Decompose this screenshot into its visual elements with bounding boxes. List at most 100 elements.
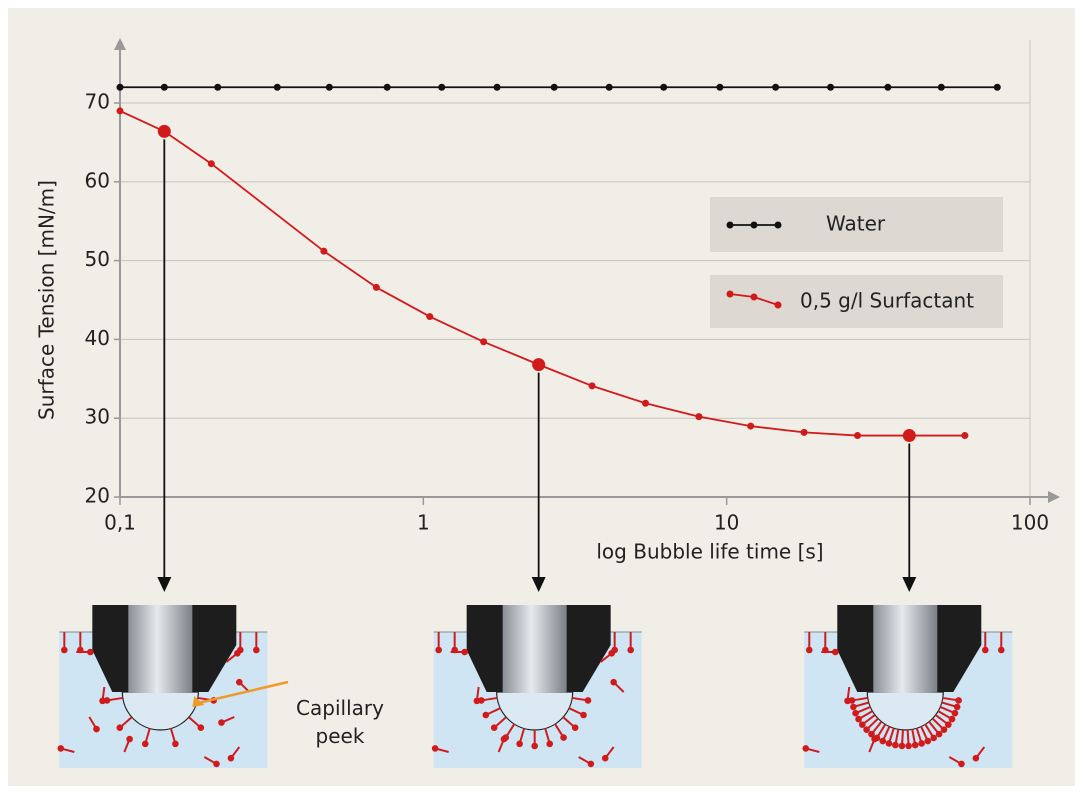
surfactant-head <box>432 745 439 752</box>
surfactant-head <box>585 697 592 704</box>
legend-label: Water <box>826 212 886 236</box>
surfactant-head <box>516 741 523 748</box>
x-tick-label: 100 <box>1011 511 1049 535</box>
data-point <box>158 125 171 138</box>
page: body { margin: 0; width: 1083px; height:… <box>0 0 1083 794</box>
surfactant-head <box>844 698 851 705</box>
surfactant-head <box>99 698 106 705</box>
y-tick-label: 70 <box>85 90 110 114</box>
surfactant-head <box>892 742 899 749</box>
data-point <box>961 432 968 439</box>
chart: Surface Tension [mN/m] log Bubble life t… <box>0 0 1083 794</box>
surfactant-head <box>93 726 100 733</box>
surfactant-head <box>925 738 932 745</box>
surfactant-head <box>218 719 225 726</box>
surfactant-head <box>546 741 553 748</box>
surfactant-head <box>879 738 886 745</box>
surfactant-head <box>228 755 235 762</box>
surfactant-head <box>859 721 866 728</box>
data-point <box>827 84 834 91</box>
data-point <box>606 84 613 91</box>
surfactant-head <box>850 704 857 711</box>
surfactant-head <box>863 726 870 733</box>
x-tick-label: 0,1 <box>104 511 136 535</box>
surfactant-head <box>61 647 68 654</box>
surfactant-head <box>936 731 943 738</box>
data-point <box>801 429 808 436</box>
data-point <box>589 382 596 389</box>
surfactant-head <box>501 736 508 743</box>
surfactant-head <box>852 710 859 717</box>
surfactant-head <box>483 712 490 719</box>
surfactant-head <box>474 698 481 705</box>
capillary <box>873 605 937 693</box>
surfactant-head <box>982 647 989 654</box>
data-point <box>373 284 380 291</box>
surfactant-head <box>560 734 567 741</box>
surfactant-head <box>87 649 94 656</box>
surfactant-head <box>588 761 595 768</box>
legend-marker <box>751 294 758 301</box>
data-point <box>214 84 221 91</box>
data-point <box>551 84 558 91</box>
surfactant-head <box>886 740 893 747</box>
surfactant-head <box>871 736 878 743</box>
surfactant-head <box>572 724 579 731</box>
legend-label: 0,5 g/l Surfactant <box>800 289 974 313</box>
surfactant-head <box>806 647 813 654</box>
data-point <box>994 84 1001 91</box>
surfactant-head <box>491 724 498 731</box>
data-point <box>438 84 445 91</box>
y-axis-title: Surface Tension [mN/m] <box>35 180 59 420</box>
legend-marker <box>775 302 782 309</box>
surfactant-head <box>198 724 205 731</box>
surfactant-head <box>461 649 468 656</box>
data-point <box>326 84 333 91</box>
surfactant-head <box>627 647 634 654</box>
data-point <box>854 432 861 439</box>
capillary <box>128 605 192 693</box>
data-point <box>884 84 891 91</box>
surfactant-head <box>952 710 959 717</box>
data-point <box>384 84 391 91</box>
legend-marker <box>727 291 734 298</box>
data-point <box>747 423 754 430</box>
surfactant-head <box>236 679 243 686</box>
surfactant-head <box>610 679 617 686</box>
data-point <box>772 84 779 91</box>
surfactant-head <box>608 650 615 657</box>
data-point <box>320 248 327 255</box>
surfactant-head <box>117 724 124 731</box>
data-point <box>695 413 702 420</box>
data-point <box>494 84 501 91</box>
surfactant-head <box>531 743 538 750</box>
surfactant-head <box>998 647 1005 654</box>
surfactant-head <box>802 745 809 752</box>
data-point <box>532 358 545 371</box>
data-point <box>274 84 281 91</box>
legend-marker <box>727 222 734 229</box>
surfactant-head <box>602 755 609 762</box>
surfactant-head <box>435 647 442 654</box>
y-tick-label: 30 <box>85 405 110 429</box>
legend-marker <box>751 222 758 229</box>
surfactant-head <box>930 735 937 742</box>
surfactant-head <box>234 650 241 657</box>
data-point <box>480 338 487 345</box>
surfactant-head <box>945 721 952 728</box>
y-tick-label: 20 <box>85 484 110 508</box>
surfactant-head <box>57 745 64 752</box>
surfactant-head <box>973 755 980 762</box>
surfactant-head <box>899 743 906 750</box>
data-point <box>903 429 916 442</box>
surfactant-head <box>955 697 962 704</box>
capillary <box>503 605 567 693</box>
data-point <box>426 313 433 320</box>
surfactant-head <box>905 743 912 750</box>
x-tick-label: 1 <box>417 511 430 535</box>
surfactant-head <box>126 736 133 743</box>
figure: Surface Tension [mN/m] log Bubble life t… <box>0 0 1083 794</box>
surfactant-head <box>142 741 149 748</box>
data-point <box>117 84 124 91</box>
surfactant-head <box>253 647 260 654</box>
